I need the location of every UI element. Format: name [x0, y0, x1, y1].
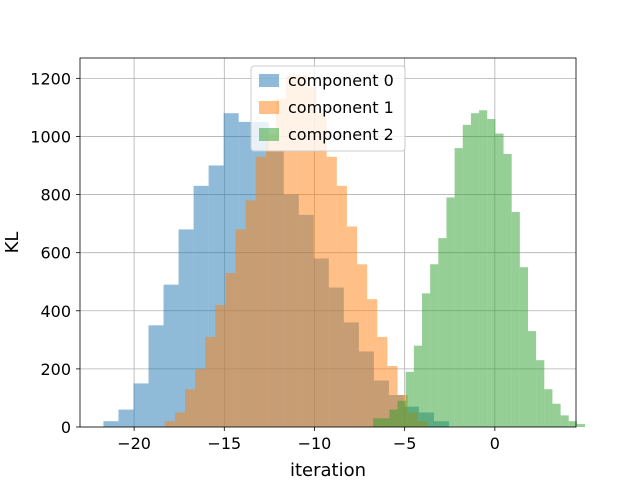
bar	[422, 293, 431, 427]
bar	[193, 185, 209, 427]
bar	[133, 383, 149, 427]
bar	[103, 421, 119, 427]
bar	[164, 421, 175, 427]
bar	[454, 148, 463, 427]
legend-box	[250, 65, 406, 152]
bar	[367, 299, 378, 427]
bar	[568, 421, 577, 427]
bar	[178, 229, 194, 427]
bar	[430, 264, 439, 427]
legend-swatch	[259, 74, 279, 87]
bar	[306, 87, 317, 427]
bar	[316, 113, 327, 428]
bar	[346, 226, 358, 427]
bar	[536, 360, 545, 427]
bar	[544, 389, 553, 427]
y-axis-label: KL	[2, 232, 23, 254]
legend-label: component 0	[288, 71, 394, 90]
bar	[185, 389, 196, 427]
bar	[373, 418, 382, 427]
bar	[470, 113, 480, 428]
series-1-bars	[164, 75, 428, 428]
bar	[225, 273, 236, 427]
bar	[296, 75, 307, 427]
bar	[286, 75, 297, 427]
bar	[413, 345, 423, 427]
bar	[255, 156, 266, 427]
legend-label: component 1	[288, 98, 394, 117]
bar	[118, 409, 134, 427]
legend: component 0 component 1 component 2	[250, 65, 406, 152]
legend-swatch	[259, 128, 279, 141]
bar	[195, 368, 206, 427]
x-tick-label: −20	[117, 434, 151, 453]
y-tick-label: 1200	[30, 69, 71, 88]
series-2-bars	[373, 110, 586, 428]
x-tick-label: −10	[298, 434, 332, 453]
bar	[560, 415, 569, 427]
bar	[174, 412, 186, 427]
axis-ticks: −20 −15 −10 −5 0 0 200 400 600 800 1000 1200	[30, 69, 500, 453]
bar	[148, 325, 164, 427]
x-tick-label: −15	[207, 434, 241, 453]
bar	[487, 119, 496, 427]
bar	[446, 197, 455, 427]
bar	[438, 238, 447, 427]
bar	[377, 336, 388, 427]
bar	[495, 133, 504, 427]
x-tick-label: 0	[490, 434, 500, 453]
bar	[519, 267, 528, 427]
bar	[479, 110, 488, 428]
bar	[389, 409, 398, 427]
bar	[357, 264, 368, 427]
x-tick-label: −5	[393, 434, 417, 453]
y-tick-label: 600	[40, 244, 71, 263]
histogram-bars	[103, 75, 586, 428]
bar	[163, 284, 179, 427]
bar	[265, 133, 277, 427]
bar	[387, 365, 398, 427]
bar	[405, 371, 414, 427]
legend-label: component 2	[288, 125, 394, 144]
bar	[576, 424, 586, 427]
bar	[326, 156, 337, 427]
bar	[462, 124, 471, 427]
plot-frame	[79, 57, 577, 428]
bar	[215, 304, 226, 427]
y-tick-label: 200	[40, 360, 71, 379]
bar	[511, 211, 520, 427]
bar	[205, 336, 216, 427]
legend-swatch	[259, 101, 279, 114]
y-tick-label: 400	[40, 302, 71, 321]
y-tick-label: 1000	[30, 127, 71, 146]
bar	[276, 98, 287, 428]
bar	[503, 153, 512, 427]
bar	[235, 229, 246, 427]
bar	[397, 400, 406, 427]
y-tick-label: 0	[61, 418, 71, 437]
bar	[245, 200, 256, 427]
bar	[336, 185, 347, 427]
x-axis-label: iteration	[290, 460, 366, 480]
bar	[381, 418, 390, 427]
bar	[552, 403, 561, 427]
y-tick-label: 800	[40, 186, 71, 205]
bar	[527, 331, 537, 427]
